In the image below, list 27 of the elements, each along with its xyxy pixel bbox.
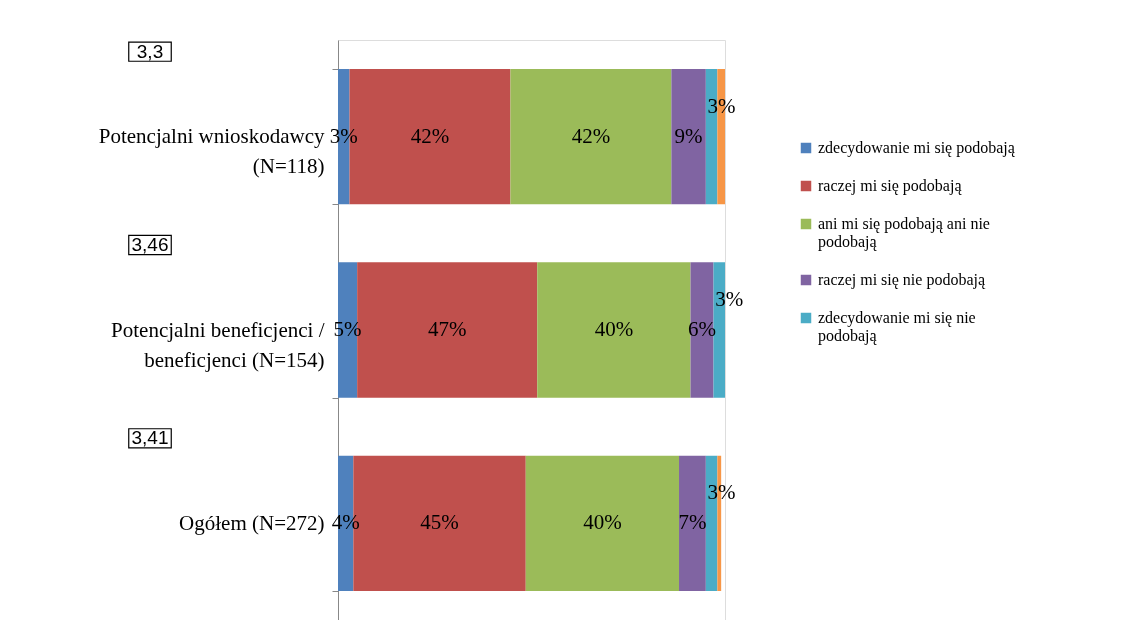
data-label: 3% <box>329 123 358 148</box>
legend-label: raczej mi się podobają <box>818 177 963 195</box>
legend-label: ani mi się podobają ani nie podobają <box>818 215 990 251</box>
bar <box>679 455 706 591</box>
data-label: 45% <box>420 510 459 535</box>
text: 3,3 <box>136 40 164 62</box>
data-label: 42% <box>410 123 450 148</box>
bar <box>690 262 714 398</box>
y-tick-label: Potencjalni wnioskodawcy (N=118) <box>98 124 325 179</box>
data-label: 42% <box>571 123 611 148</box>
bar <box>537 262 691 398</box>
legend-label: zdecydowanie mi się podobają <box>818 139 1016 157</box>
data-label: 7% <box>678 510 707 535</box>
text: 3,46 <box>131 234 169 255</box>
data-label: 6% <box>688 317 717 341</box>
text: 3,41 <box>131 427 169 449</box>
data-label: 9% <box>674 123 703 148</box>
data-label: 47% <box>427 317 467 341</box>
bar <box>510 69 672 205</box>
bar <box>671 69 706 205</box>
data-label: 40% <box>594 317 634 341</box>
legend-label: raczej mi się nie podobają <box>818 271 986 289</box>
y-tick-label: Potencjalni beneficjenci / beneficjenci (N=154) <box>111 317 325 372</box>
data-label: 40% <box>583 510 622 535</box>
bar <box>525 455 680 591</box>
legend-label: zdecydowanie mi się nie podobają <box>818 309 976 345</box>
y-tick-label: Ogółem (N=272) <box>179 510 325 535</box>
